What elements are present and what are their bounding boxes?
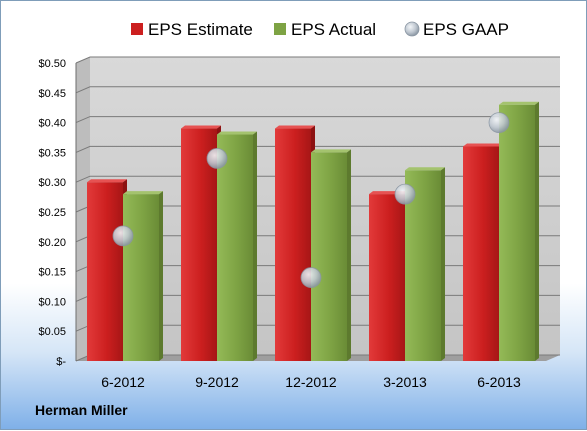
legend-swatch-eps-estimate <box>131 23 143 35</box>
y-tick-label: $0.15 <box>38 267 66 279</box>
company-label: Herman Miller <box>35 402 128 418</box>
y-tick-label: $0.45 <box>38 88 66 100</box>
eps-actual-bar-top <box>123 191 163 195</box>
y-tick-label: $0.35 <box>38 147 66 159</box>
gridline <box>75 116 560 124</box>
eps-estimate-bar-top <box>463 143 503 147</box>
gridline <box>75 175 560 183</box>
gridline <box>75 56 560 64</box>
x-tick-label: 9-2012 <box>195 374 239 390</box>
eps-gaap-marker <box>488 112 510 133</box>
y-tick-label: $0.25 <box>38 207 66 219</box>
y-tick-label: $0.50 <box>38 58 66 70</box>
eps-actual-bar-side <box>159 191 163 361</box>
legend-swatch-eps-actual <box>274 23 286 35</box>
eps-actual-bar-top <box>499 101 539 105</box>
eps-actual-bar <box>217 134 253 361</box>
y-tick-label: $- <box>56 356 66 368</box>
eps-estimate-bar <box>369 194 405 361</box>
eps-estimate-bar-top <box>275 125 315 129</box>
legend-swatch-eps-gaap <box>404 21 420 37</box>
gridline <box>75 86 560 94</box>
y-tick-label: $0.10 <box>38 296 66 308</box>
eps-actual-bar-top <box>311 149 351 153</box>
legend-label-eps-gaap: EPS GAAP <box>423 20 509 39</box>
eps-gaap-marker <box>206 147 228 169</box>
x-tick-label: 6-2013 <box>477 374 521 390</box>
eps-gaap-marker <box>394 183 416 205</box>
y-tick-label: $0.30 <box>38 177 66 189</box>
eps-actual-bar-side <box>253 131 257 361</box>
eps-estimate-bar-top <box>181 125 221 129</box>
eps-estimate-bar <box>463 146 499 361</box>
eps-estimate-bar <box>181 128 217 361</box>
eps-actual-bar-top <box>217 131 257 135</box>
eps-actual-bar-side <box>441 167 445 361</box>
eps-actual-bar <box>311 152 347 361</box>
eps-actual-bar-side <box>347 149 351 361</box>
eps-actual-bar-top <box>405 167 445 171</box>
eps-actual-bar <box>499 104 535 361</box>
eps-gaap-marker <box>300 267 322 288</box>
legend-label-eps-estimate: EPS Estimate <box>148 20 253 39</box>
x-tick-label: 3-2013 <box>383 374 427 390</box>
y-tick-label: $0.20 <box>38 237 66 249</box>
eps-gaap-marker <box>112 225 134 247</box>
eps-actual-bar-side <box>535 101 539 361</box>
eps-actual-bar <box>123 194 159 361</box>
x-tick-label: 12-2012 <box>285 374 337 390</box>
gridline <box>75 145 560 153</box>
y-tick-label: $0.05 <box>38 326 66 338</box>
eps-estimate-bar <box>87 182 123 361</box>
y-tick-label: $0.40 <box>38 118 66 130</box>
legend-label-eps-actual: EPS Actual <box>291 20 376 39</box>
x-tick-label: 6-2012 <box>101 374 145 390</box>
eps-estimate-bar-top <box>87 179 127 183</box>
eps-estimate-bar <box>275 128 311 361</box>
